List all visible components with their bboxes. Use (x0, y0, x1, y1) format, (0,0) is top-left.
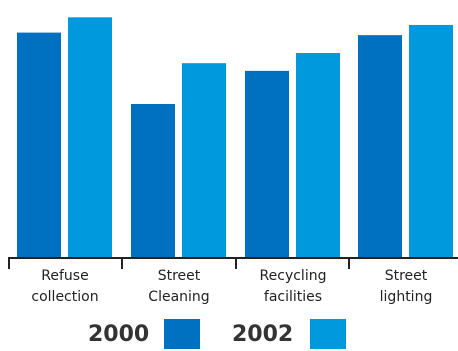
category-label: Refuse (41, 268, 88, 284)
category-label: lighting (380, 289, 433, 305)
bar-2002-1 (182, 63, 226, 258)
bar-2000-1 (131, 104, 175, 257)
bar-2000-2 (245, 70, 289, 257)
bar-2002-0 (68, 17, 112, 257)
category-label: Recycling (260, 268, 327, 284)
category-label: Cleaning (148, 289, 209, 305)
bar-2000-0 (17, 32, 61, 257)
legend-label: 2002 (232, 322, 294, 347)
bar-2002-3 (409, 24, 453, 258)
legend: 2000 2002 (0, 316, 458, 350)
bar-2000-3 (358, 35, 402, 258)
legend-swatch (310, 319, 346, 349)
category-label: collection (31, 289, 98, 305)
category-label: Street (385, 268, 428, 284)
category-label: Street (158, 268, 201, 284)
bar-chart: Refuse collection Street Cleaning Recycling f… (8, 17, 458, 305)
category-label: facilities (264, 289, 322, 305)
bar-2002-2 (296, 53, 340, 257)
legend-swatch (164, 319, 200, 349)
legend-label: 2000 (88, 322, 150, 347)
